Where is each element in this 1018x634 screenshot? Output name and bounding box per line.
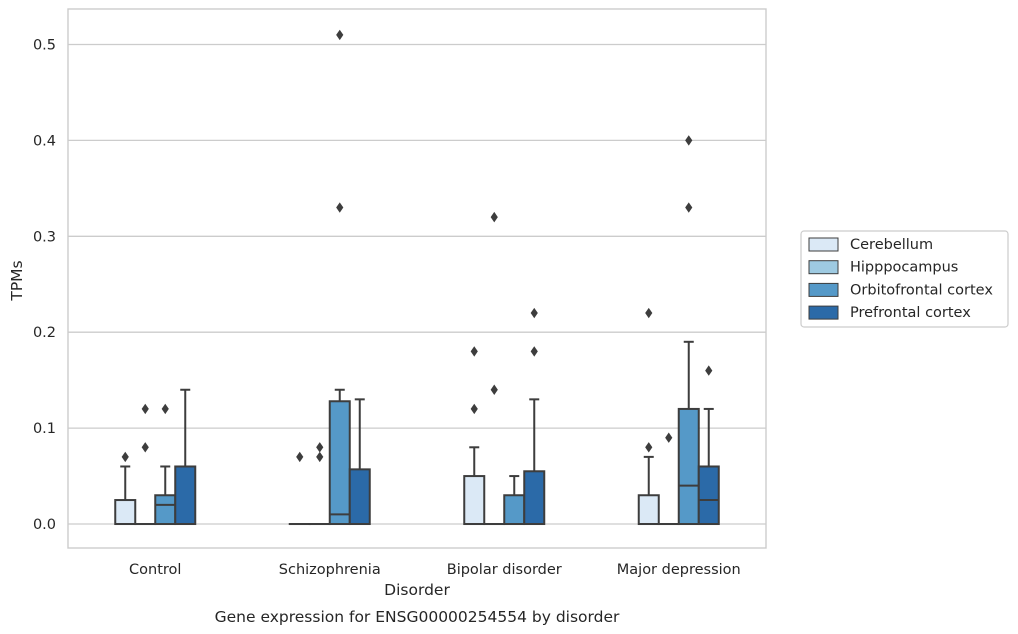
box — [483, 211, 506, 526]
outlier-point — [316, 442, 324, 453]
box — [288, 451, 311, 526]
y-tick-label: 0.5 — [33, 37, 56, 53]
box-body — [677, 407, 700, 526]
legend-swatch — [808, 305, 839, 320]
box — [637, 307, 660, 526]
series-group — [154, 29, 700, 526]
box-body — [503, 494, 526, 526]
x-tick-label: Major depression — [617, 562, 741, 578]
outlier-point — [141, 403, 149, 415]
outlier-point — [705, 365, 713, 376]
x-axis-label: Disorder — [384, 581, 450, 599]
outlier-point — [645, 307, 653, 319]
box — [134, 403, 157, 526]
y-tick-label: 0.1 — [33, 421, 56, 437]
y-tick-label: 0.4 — [33, 133, 56, 149]
outlier-point — [490, 384, 498, 395]
series-group — [134, 211, 680, 526]
box-body — [174, 465, 197, 526]
box — [503, 475, 526, 526]
box-body — [463, 475, 486, 526]
box — [523, 307, 546, 526]
outlier-point — [336, 29, 344, 41]
x-axis-ticks: Control Schizophrenia Bipolar disorder Majo… — [129, 562, 741, 578]
legend-label: Cerebellum — [850, 237, 933, 253]
outlier-point — [530, 307, 538, 319]
box — [154, 403, 177, 526]
series-group — [174, 307, 720, 526]
outlier-point — [296, 451, 304, 463]
box — [308, 442, 331, 526]
outlier-point — [645, 442, 653, 453]
x-tick-label: Control — [129, 562, 181, 578]
box — [697, 365, 720, 526]
legend-swatch — [808, 237, 839, 252]
outlier-point — [316, 451, 324, 463]
box-body — [523, 470, 546, 526]
box — [677, 135, 700, 526]
x-tick-label: Bipolar disorder — [447, 562, 562, 578]
legend-label: Orbitofrontal cortex — [850, 282, 993, 298]
outlier-point — [685, 202, 693, 213]
grid-lines — [68, 43, 766, 525]
y-axis-ticks: 0.0 0.1 0.2 0.3 0.4 0.5 — [33, 37, 56, 533]
outlier-point — [685, 135, 693, 146]
legend-swatch — [808, 260, 839, 275]
outlier-point — [490, 211, 498, 223]
box-body — [697, 465, 720, 526]
y-tick-label: 0.3 — [33, 229, 56, 245]
series-group — [114, 307, 660, 526]
box-body — [154, 494, 177, 526]
box — [174, 388, 197, 526]
x-tick-label: Schizophrenia — [279, 562, 381, 578]
legend-swatch — [808, 282, 839, 297]
box-plot-area — [114, 29, 720, 526]
outlier-point — [161, 403, 169, 415]
outlier-point — [530, 346, 538, 357]
box-body — [114, 499, 137, 526]
box-body — [328, 400, 351, 526]
legend-frame — [800, 230, 1009, 328]
plot-frame — [67, 8, 767, 549]
y-tick-label: 0.2 — [33, 325, 56, 341]
box — [328, 29, 351, 526]
chart-caption: Gene expression for ENSG00000254554 by d… — [215, 608, 620, 626]
box — [114, 451, 137, 526]
outlier-point — [121, 451, 129, 463]
outlier-point — [470, 346, 478, 357]
box — [463, 346, 486, 526]
legend-label: Hipppocampus — [850, 260, 958, 276]
box — [348, 398, 371, 526]
outlier-point — [141, 442, 149, 453]
legend: Cerebellum Hipppocampus Orbitofrontal cort… — [800, 230, 1009, 328]
outlier-point — [470, 403, 478, 415]
outlier-point — [336, 202, 344, 213]
y-axis-label: TPMs — [8, 260, 26, 301]
legend-label: Prefrontal cortex — [850, 305, 971, 321]
box-body — [348, 468, 371, 526]
y-tick-label: 0.0 — [33, 517, 56, 533]
box — [657, 432, 680, 526]
box-body — [637, 494, 660, 526]
outlier-point — [665, 432, 673, 443]
